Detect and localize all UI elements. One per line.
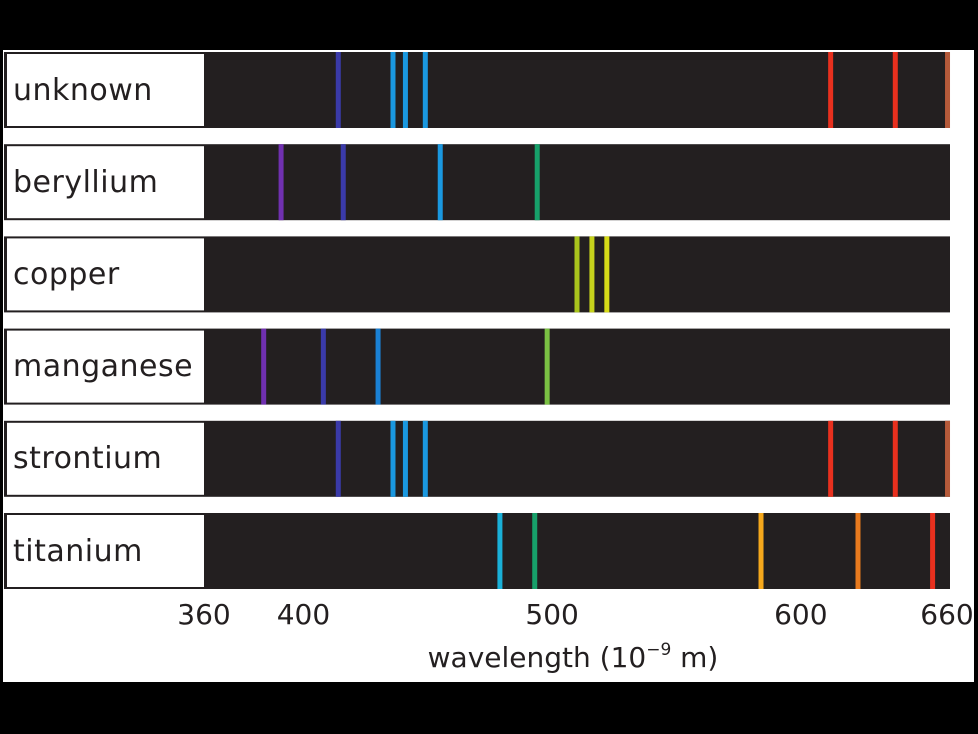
label-box xyxy=(7,238,204,311)
spectral-line xyxy=(422,52,428,128)
spectra-plot xyxy=(4,52,951,589)
label-box xyxy=(7,422,204,495)
label-box xyxy=(7,146,204,219)
spectral-line xyxy=(930,513,936,589)
element-label-strontium: strontium xyxy=(13,441,163,477)
x-tick-label: 360 xyxy=(177,598,231,631)
element-label-titanium: titanium xyxy=(13,533,143,569)
spectral-line xyxy=(375,328,381,405)
spectral-line xyxy=(892,420,898,497)
x-axis-label-exponent: −9 xyxy=(646,640,672,660)
spectral-line xyxy=(402,52,408,128)
spectral-line xyxy=(261,328,267,405)
spectral-line xyxy=(320,328,326,405)
x-axis-label: wavelength (10−9 m) xyxy=(428,640,719,674)
x-tick-label: 660 xyxy=(920,598,974,631)
spectral-line xyxy=(604,236,610,313)
spectral-line xyxy=(532,513,538,589)
x-axis-label-suffix: m) xyxy=(671,641,719,674)
spectral-line xyxy=(855,513,861,589)
label-box xyxy=(7,515,204,587)
spectral-line xyxy=(892,52,898,128)
x-tick-label: 600 xyxy=(774,598,828,631)
x-axis-label-prefix: wavelength (10 xyxy=(427,641,647,674)
spectral-line xyxy=(574,236,580,313)
spectral-line xyxy=(497,513,503,589)
element-label-unknown: unknown xyxy=(13,72,153,108)
spectral-line xyxy=(945,420,951,497)
spectral-line xyxy=(828,52,834,128)
x-tick-label: 500 xyxy=(525,598,579,631)
element-label-copper: copper xyxy=(13,256,120,292)
spectral-line xyxy=(390,420,396,497)
label-box xyxy=(7,54,204,126)
spectral-line xyxy=(945,52,951,128)
spectral-line xyxy=(422,420,428,497)
label-box xyxy=(7,330,204,403)
element-label-manganese: manganese xyxy=(13,349,194,385)
spectral-line xyxy=(437,144,443,221)
spectral-line xyxy=(544,328,550,405)
spectral-line xyxy=(402,420,408,497)
spectral-line xyxy=(758,513,764,589)
x-tick-label: 400 xyxy=(276,598,331,631)
spectral-line xyxy=(335,52,341,128)
spectral-line xyxy=(278,144,284,221)
element-label-beryllium: beryllium xyxy=(13,164,159,200)
spectral-line xyxy=(340,144,346,221)
spectral-line xyxy=(335,420,341,497)
spectral-line xyxy=(589,236,595,313)
spectra-chart: unknown beryllium copper manganese strontium… xyxy=(3,50,974,682)
spectral-line xyxy=(828,420,834,497)
spectral-line xyxy=(534,144,540,221)
spectral-line xyxy=(390,52,396,128)
